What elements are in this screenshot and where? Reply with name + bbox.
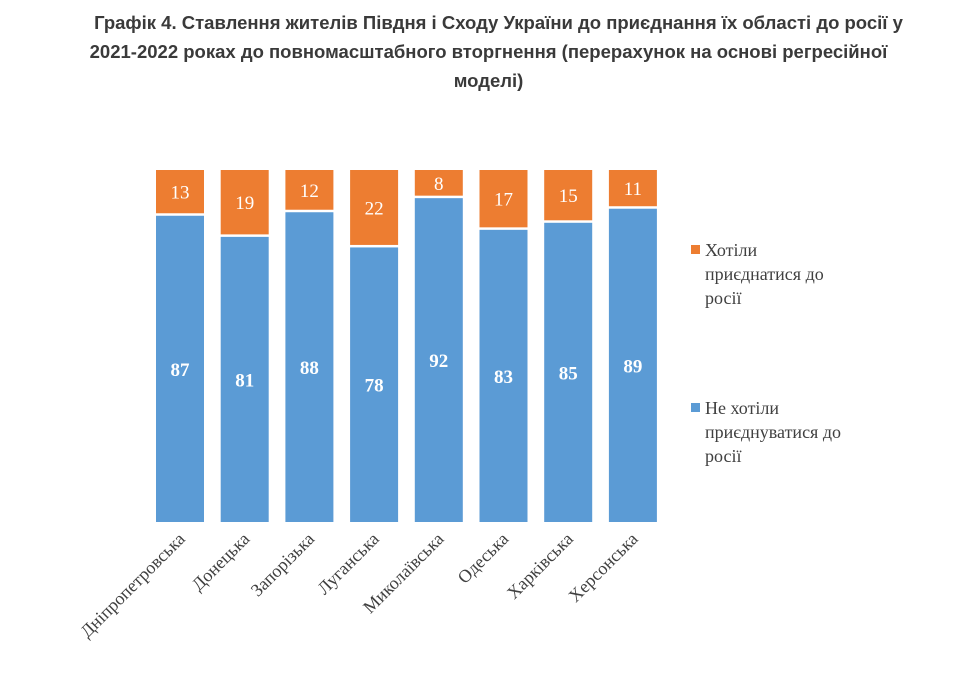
data-label-wanted: 11 xyxy=(624,179,642,200)
bar-wanted xyxy=(285,170,334,210)
data-label-wanted: 13 xyxy=(171,183,190,204)
data-label-not-wanted: 85 xyxy=(559,363,578,384)
x-tick-label: Херсонська xyxy=(564,529,641,606)
bar-not-wanted xyxy=(608,208,657,522)
bar-wanted xyxy=(350,170,399,245)
legend-wanted-label: приєднатися до xyxy=(705,264,824,284)
legend-not-wanted-label: приєднуватися до xyxy=(705,422,841,442)
data-label-wanted: 12 xyxy=(300,181,319,202)
legend-not-wanted-label: росії xyxy=(705,446,741,466)
x-tick-label: Запорізька xyxy=(247,529,319,601)
data-label-not-wanted: 89 xyxy=(623,356,642,377)
bar-wanted xyxy=(608,170,657,207)
data-label-wanted: 22 xyxy=(365,198,384,219)
title-line-2: 2021-2022 роках до повномасштабного втор… xyxy=(89,41,888,62)
bar-not-wanted xyxy=(220,236,269,522)
x-tick-label: Одеська xyxy=(454,529,513,588)
bar-wanted xyxy=(156,170,204,214)
data-label-wanted: 17 xyxy=(494,190,513,211)
chart-title: Графік 4. Ставлення жителів Півдня і Схо… xyxy=(0,8,977,95)
title-line-3: моделі) xyxy=(453,70,524,91)
legend-wanted-label: росії xyxy=(705,288,741,308)
data-label-not-wanted: 87 xyxy=(171,360,191,381)
x-tick-label: Дніпропетровська xyxy=(76,529,189,642)
bar-wanted xyxy=(479,170,528,228)
data-label-not-wanted: 92 xyxy=(429,351,448,372)
x-tick-label: Донецька xyxy=(188,529,254,595)
x-tick-label: Луганська xyxy=(313,529,383,599)
legend-wanted-swatch xyxy=(691,245,700,254)
data-label-not-wanted: 78 xyxy=(365,376,384,397)
bar-wanted xyxy=(544,170,593,221)
bar-not-wanted xyxy=(544,222,593,523)
bar-not-wanted xyxy=(414,198,463,522)
legend-wanted-label: Хотіли xyxy=(705,240,757,260)
bar-not-wanted xyxy=(285,212,334,523)
data-label-not-wanted: 81 xyxy=(235,370,254,391)
data-label-wanted: 19 xyxy=(235,193,254,214)
data-label-wanted: 15 xyxy=(559,186,578,207)
bar-not-wanted xyxy=(156,215,204,522)
bar-wanted xyxy=(414,170,463,196)
legend-not-wanted-swatch xyxy=(691,403,700,412)
legend-not-wanted-label: Не хотіли xyxy=(705,398,779,418)
data-label-not-wanted: 83 xyxy=(494,367,513,388)
data-label-wanted: 8 xyxy=(434,174,444,195)
bar-not-wanted xyxy=(350,247,399,522)
bar-not-wanted xyxy=(479,229,528,522)
bar-wanted xyxy=(220,170,269,235)
title-line-1: Графік 4. Ставлення жителів Півдня і Схо… xyxy=(94,12,903,33)
data-label-not-wanted: 88 xyxy=(300,358,319,379)
